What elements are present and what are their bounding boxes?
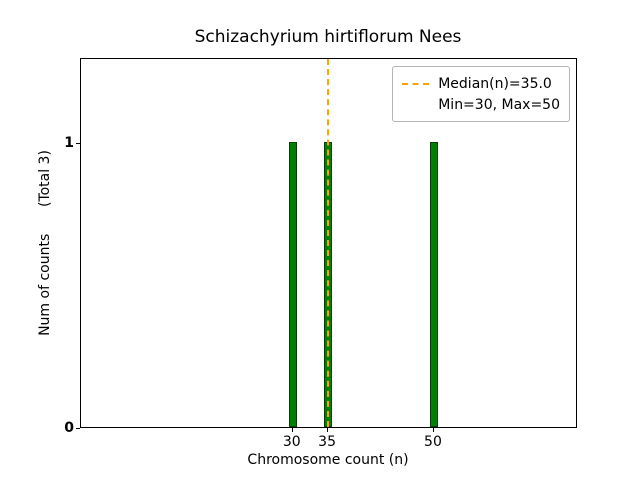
y-tick-label: 0 (64, 420, 74, 436)
x-tick-label: 30 (282, 434, 301, 450)
x-tick-label: 35 (318, 434, 336, 450)
histogram-bar (430, 142, 438, 427)
y-axis-label: Num of counts (Total 3) (37, 150, 53, 336)
x-axis-label: Chromosome count (n) (247, 452, 409, 468)
legend-label-median: Median(n)=35.0 (438, 75, 552, 92)
legend: Median(n)=35.0 Min=30, Max=50 (392, 66, 570, 122)
y-tick-label: 1 (64, 135, 74, 152)
y-tick-mark (76, 143, 80, 145)
median-dashed-line-icon (402, 82, 430, 85)
y-tick-mark (76, 428, 80, 429)
legend-label-minmax: Min=30, Max=50 (438, 96, 560, 113)
x-tick-mark (291, 428, 293, 432)
legend-row-median: Median(n)=35.0 (402, 73, 560, 94)
legend-row-minmax: Min=30, Max=50 (402, 94, 560, 115)
histogram-bar (288, 142, 297, 427)
x-tick-label: 50 (424, 434, 442, 450)
plot-area: Median(n)=35.0 Min=30, Max=50 (80, 58, 577, 428)
chart-title: Schizachyrium hirtiflorum Nees (194, 27, 462, 47)
x-tick-mark (432, 428, 434, 432)
x-tick-mark (327, 428, 329, 432)
median-line (327, 59, 330, 427)
